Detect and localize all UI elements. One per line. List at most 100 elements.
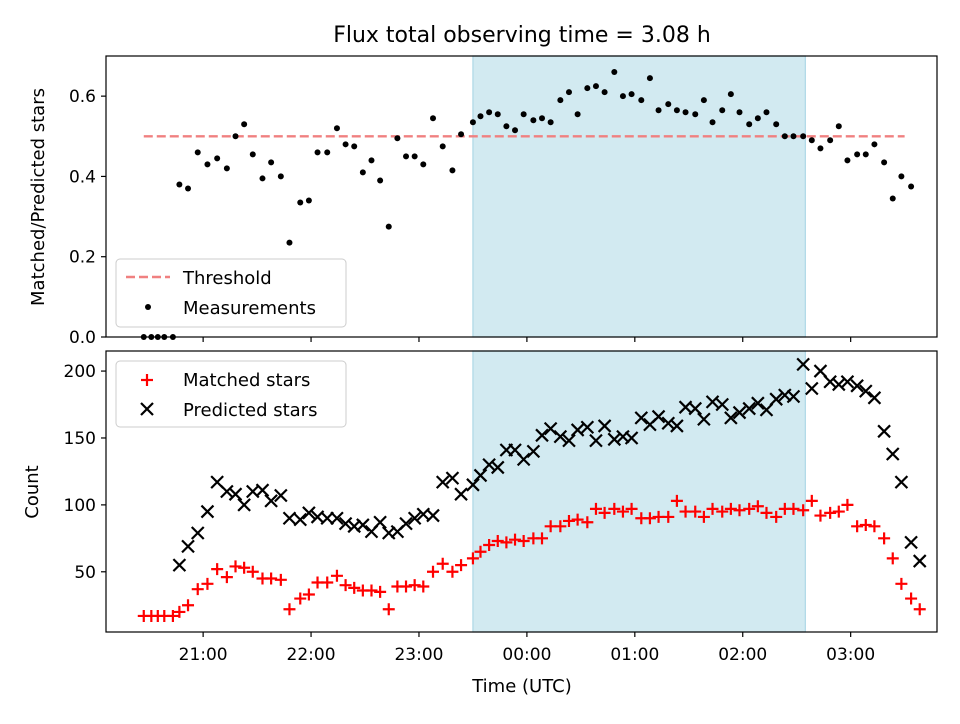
legend-predicted-swatch	[140, 402, 154, 416]
matched-stars-point	[616, 505, 629, 518]
matched-stars-marks	[137, 494, 926, 622]
predicted-stars-point	[373, 515, 387, 530]
y-tick-label: 100	[64, 496, 96, 516]
predicted-stars-point	[877, 424, 891, 439]
legend-matched-swatch	[141, 374, 153, 386]
predicted-stars-point	[651, 409, 666, 424]
bottom-y-axis-label: Count	[22, 465, 43, 518]
top-legend-box	[115, 258, 347, 328]
predicted-stars-point	[697, 412, 711, 427]
matched-stars-point	[294, 592, 307, 605]
measurement-point	[277, 173, 284, 180]
predicted-stars-point	[562, 433, 576, 448]
predicted-stars-point	[338, 516, 353, 531]
measurement-point	[512, 127, 519, 134]
predicted-stars-point	[445, 471, 460, 485]
matched-stars-point	[562, 514, 575, 527]
predicted-stars-point	[724, 411, 738, 425]
predicted-stars-point	[535, 428, 549, 443]
matched-stars-point	[321, 576, 334, 589]
measurement-point	[194, 149, 201, 156]
predicted-stars-point	[786, 389, 801, 404]
matched-stars-point	[427, 565, 440, 578]
predicted-stars-point	[742, 401, 756, 416]
predicted-stars-point	[894, 475, 909, 489]
predicted-stars-point	[181, 539, 195, 554]
matched-stars-point	[182, 599, 195, 612]
x-tick-label: 23:00	[394, 645, 443, 665]
measurement-point	[385, 223, 392, 230]
top-observing-window	[472, 55, 806, 338]
matched-stars-point	[339, 579, 352, 592]
predicted-stars-point	[661, 416, 676, 431]
measurement-point	[781, 133, 788, 140]
predicted-stars-point	[490, 460, 505, 475]
top-x-ticks	[202, 337, 852, 342]
predicted-stars-point	[255, 483, 270, 497]
predicted-stars-point	[904, 535, 918, 550]
measurement-point	[746, 121, 753, 128]
measurement-point	[420, 161, 427, 168]
predicted-stars-point	[705, 395, 720, 409]
matched-stars-point	[913, 603, 926, 616]
measurement-point	[862, 151, 869, 158]
matched-stars-point	[814, 509, 827, 522]
predicted-stars-point	[858, 384, 873, 398]
measurement-point	[333, 125, 340, 132]
predicted-stars-point	[634, 411, 649, 425]
matched-stars-point	[724, 502, 737, 515]
predicted-stars-point	[589, 433, 603, 448]
measurement-point	[539, 115, 546, 122]
matched-stars-point	[491, 535, 504, 548]
measurement-point	[439, 143, 446, 150]
predicted-stars-point	[832, 377, 846, 392]
measurement-point	[736, 109, 743, 116]
measurement-point	[619, 93, 626, 100]
measurement-point	[458, 131, 465, 138]
predicted-stars-point	[570, 423, 585, 437]
matched-stars-point	[446, 565, 459, 578]
y-tick-label: 0.4	[69, 167, 96, 187]
measurement-point	[773, 121, 780, 128]
predicted-stars-point	[407, 511, 422, 526]
predicted-stars-point	[264, 494, 278, 508]
matched-stars-point	[330, 569, 343, 582]
matched-stars-point	[643, 512, 656, 525]
matched-stars-point	[408, 579, 421, 592]
predicted-stars-point	[840, 374, 855, 389]
predicted-stars-point	[228, 487, 243, 501]
measurement-point	[530, 117, 537, 124]
measurement-point	[709, 119, 716, 126]
matched-stars-point	[536, 532, 549, 545]
matched-stars-point	[554, 520, 567, 533]
measurement-point	[871, 141, 878, 148]
matched-stars-point	[886, 552, 899, 565]
measurement-point	[889, 195, 896, 202]
matched-stars-point	[374, 585, 387, 598]
measurement-point	[503, 123, 510, 130]
predicted-stars-point	[435, 475, 450, 489]
measurement-point	[628, 91, 635, 98]
predicted-stars-point	[597, 419, 612, 433]
bottom-panel: 50 100 150 200 21:00 22:00 23:00 00:00 01:00 02:…	[22, 350, 938, 697]
predicted-stars-point	[553, 429, 568, 444]
matched-stars-point	[274, 573, 287, 586]
predicted-stars-point	[220, 484, 234, 499]
matched-stars-point	[265, 572, 278, 585]
measurement-point	[646, 75, 653, 82]
measurement-point	[727, 91, 734, 98]
measurement-point	[547, 119, 554, 126]
top-measurement-marks	[140, 69, 915, 340]
matched-stars-point	[382, 603, 395, 616]
matched-stars-point	[841, 498, 854, 511]
matched-stars-point	[466, 552, 479, 565]
measurement-point	[584, 85, 591, 92]
matched-stars-point	[824, 506, 837, 519]
matched-stars-point	[905, 592, 918, 605]
measurement-point	[719, 107, 726, 114]
predicted-stars-point	[688, 401, 703, 416]
measurement-point	[377, 177, 384, 184]
measurement-point	[565, 89, 572, 96]
measurement-point	[268, 159, 275, 166]
